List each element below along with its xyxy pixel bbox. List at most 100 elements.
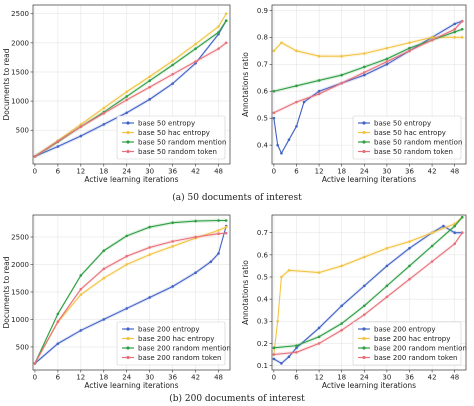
panel0-band-base-50-random-token [34, 40, 227, 159]
panel1-point-base-50-entropy [295, 124, 298, 128]
panel0-band-base-50-hac-entropy [34, 11, 227, 159]
panel2-point-base-200-entropy [194, 271, 197, 275]
panel2-xtick-label: 18 [99, 374, 108, 382]
panel2-legend-marker [126, 355, 130, 360]
panel1-line-base-50-random-token [273, 20, 463, 114]
panel3-ytick-label: 0.1 [257, 362, 268, 370]
panel0-point-base-50-entropy [148, 98, 151, 101]
panel1-point-base-50-hac-entropy [460, 36, 464, 39]
panel3-point-base-200-random-mention [460, 215, 464, 219]
panel0-legend-box [116, 115, 226, 160]
panel0-point-base-50-hac-entropy [148, 75, 151, 78]
panel3-legend-label: base 200 hac entropy [374, 335, 450, 343]
panel3-xtick-label: 24 [360, 374, 369, 382]
panel3-legend-marker [362, 346, 366, 350]
panel0-frame [32, 4, 231, 165]
panel0-ylabel: Documents to read [2, 48, 11, 120]
panel2-legend-label: base 200 random token [138, 354, 221, 362]
panel1-point-base-50-entropy [453, 22, 456, 26]
panel1-ytick-label: 0.8 [257, 34, 268, 42]
panel1-xtick-label: 42 [428, 168, 437, 176]
panel2-point-base-200-random-token [148, 246, 151, 249]
panel2-point-base-200-entropy [148, 296, 151, 299]
panel2-point-base-200-hac-entropy [224, 225, 228, 229]
panel2-point-base-200-random-mention [102, 249, 106, 253]
panel3-band-base-200-entropy [273, 224, 463, 366]
panel0-point-base-50-hac-entropy [224, 12, 228, 16]
panel3-xtick-label: 12 [315, 374, 324, 382]
panel3-xtick-label: 30 [382, 374, 391, 382]
panel2-point-base-200-random-mention [171, 221, 174, 224]
panel3-point-base-200-random-mention [295, 344, 298, 347]
panel0-point-base-50-entropy [102, 123, 106, 126]
panel2-point-base-200-random-mention [194, 219, 197, 223]
panel3-legend-label: base 200 random mention [374, 344, 467, 352]
panel1-legend-marker [362, 149, 366, 154]
panel3-point-base-200-entropy [442, 224, 445, 228]
panel0-point-base-50-random-mention [224, 19, 228, 23]
panel0-point-base-50-random-token [171, 73, 174, 76]
panel2-point-base-200-entropy [209, 260, 213, 264]
panel0-point-base-50-random-mention [171, 63, 174, 67]
panel2-xtick-label: 0 [33, 374, 37, 382]
panel1-point-base-50-hac-entropy [408, 41, 411, 45]
panel3-point-base-200-random-token [362, 313, 366, 316]
panel1-xtick-label: 24 [360, 168, 369, 176]
panel0-point-base-50-entropy [125, 111, 129, 115]
panel1-point-base-50-random-token [453, 27, 456, 31]
panel2-frame [32, 214, 231, 371]
panel2-ytick-label: 1500 [11, 288, 29, 296]
panel3-xtick-label: 6 [294, 374, 299, 382]
panel3-legend-label: base 200 entropy [374, 325, 436, 333]
panel2-point-base-200-random-mention [217, 219, 220, 222]
panel1-point-base-50-entropy [362, 73, 366, 77]
panel3-xtick-label: 42 [428, 374, 437, 382]
panel1-point-base-50-hac-entropy [340, 54, 343, 58]
panel0-xtick-label: 30 [145, 168, 154, 176]
panel3-point-base-200-random-mention [272, 346, 276, 350]
panel0-ytick-label: 500 [16, 127, 29, 135]
panel1-line-base-50-random-mention [273, 28, 463, 92]
panel2-legend-label: base 200 random mention [138, 344, 231, 352]
panel0-point-base-50-random-mention [125, 95, 129, 98]
panel0-legend-marker [126, 149, 130, 154]
chart-panel-b-annotations: 0 6 12 18 24 30 36 42 48 0.1 0.2 0.3 0.4 0.5 0.6 0.7 Act… [241, 214, 467, 390]
panel3-point-base-200-hac-entropy [276, 319, 279, 323]
panel1-point-base-50-random-mention [460, 27, 464, 31]
panel0-point-base-50-random-token [33, 155, 37, 158]
panel2-point-base-200-random-mention [148, 225, 151, 229]
panel0-point-base-50-hac-entropy [194, 42, 197, 46]
panel0-point-base-50-random-token [194, 60, 197, 63]
panel2-legend-box [116, 321, 226, 366]
chart-panel-a-annotations: 0 6 12 18 24 30 36 42 48 0.4 0.5 0.6 0.7 0.8 0.9 Active… [241, 4, 467, 184]
panel1-ytick-label: 0.6 [257, 88, 269, 96]
panel1-point-base-50-random-token [430, 38, 434, 42]
panel3-point-base-200-random-mention [453, 224, 456, 228]
panel2-point-base-200-hac-entropy [148, 253, 151, 256]
panel3-point-base-200-entropy [340, 304, 343, 308]
panel2-point-base-200-hac-entropy [217, 229, 220, 232]
panel0-point-base-50-random-token [56, 139, 60, 143]
panel3-point-base-200-hac-entropy [430, 231, 434, 235]
panel0-line-base-50-random-token [34, 42, 227, 157]
panel1-point-base-50-hac-entropy [272, 49, 276, 53]
panel2-ytick-label: 500 [16, 343, 29, 351]
panel1-point-base-50-hac-entropy [317, 54, 321, 58]
panel2-point-base-200-random-token [56, 320, 60, 323]
panel1-point-base-50-random-token [408, 49, 411, 53]
panel1-xtick-label: 48 [450, 168, 459, 176]
panel3-xtick-label: 0 [272, 374, 276, 382]
panel1-legend-label: base 50 random token [374, 148, 453, 156]
panel1-point-base-50-entropy [302, 100, 306, 104]
panel1-point-base-50-random-token [272, 111, 276, 115]
panel3-point-base-200-random-mention [317, 335, 321, 339]
panel2-point-base-200-random-token [224, 231, 228, 235]
panel2-legend-marker [126, 346, 130, 350]
panel2-line-base-200-random-mention [34, 219, 227, 364]
panel2-legend-marker [126, 336, 130, 341]
panel2-xtick-label: 30 [145, 374, 154, 382]
panel1-point-base-50-entropy [276, 143, 279, 147]
chart-panel-a-documents: 0 6 12 18 24 30 36 42 48 500 1000 1500 2000 2500 Activ… [2, 4, 231, 184]
panel1-point-base-50-hac-entropy [280, 41, 283, 45]
panel2-point-base-200-entropy [56, 342, 60, 345]
